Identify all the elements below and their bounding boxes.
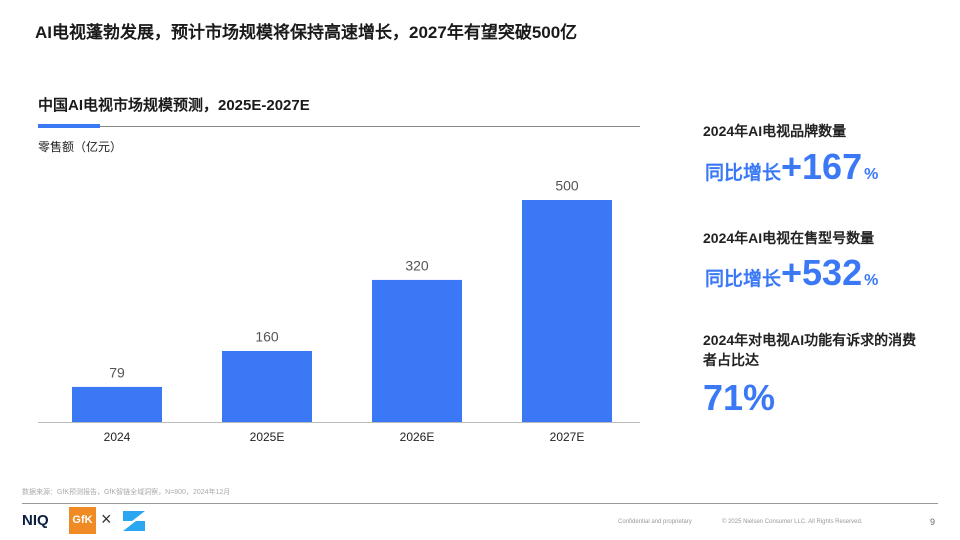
stat-label: 2024年AI电视在售型号数量 — [703, 230, 875, 246]
page-number: 9 — [930, 517, 936, 527]
slide-title: AI电视蓬勃发展，预计市场规模将保持高速增长，2027年有望突破500亿 — [35, 23, 578, 42]
bar — [372, 279, 462, 422]
stat-prefix: 同比增长 — [705, 163, 782, 184]
stat-value: 71% — [703, 377, 776, 418]
stat-label: 2024年对电视AI功能有诉求的消费者占比达 — [703, 332, 917, 368]
chart-title: 中国AI电视市场规模预测，2025E-2027E — [38, 96, 310, 114]
bar — [72, 386, 162, 422]
y-axis-label: 零售额（亿元） — [38, 139, 122, 154]
value-label: 500 — [555, 178, 579, 194]
x-tick-label: 2026E — [400, 430, 435, 444]
stat-label: 2024年AI电视品牌数量 — [703, 123, 847, 139]
x-tick-label: 2025E — [250, 430, 285, 444]
bar — [522, 200, 612, 422]
source-note: 数据来源：GfK预测报告，GfK智链全域洞察，N=800，2024年12月 — [22, 489, 231, 496]
stat-value: +167 — [781, 146, 863, 187]
footer-rule — [22, 503, 938, 504]
bar — [222, 350, 312, 422]
partner-logo — [123, 511, 145, 531]
times-sign: × — [101, 509, 112, 529]
stat-row: 同比增长 +167 % — [705, 146, 878, 190]
gfk-logo: GfK — [69, 507, 96, 534]
stat-row: 同比增长 +532 % — [705, 252, 878, 296]
niq-logo: NIQ — [22, 512, 49, 529]
stat-unit: % — [864, 166, 879, 183]
value-label: 160 — [255, 329, 279, 345]
stat-value: +532 — [781, 252, 863, 293]
x-tick-label: 2024 — [104, 430, 131, 444]
stat-prefix: 同比增长 — [705, 269, 782, 290]
stat-unit: % — [864, 272, 879, 289]
value-label: 79 — [109, 365, 125, 381]
confidential: Confidential and proprietary — [618, 519, 692, 525]
copyright: © 2025 Nielsen Consumer LLC. All Rights … — [722, 519, 863, 525]
title-accent — [38, 124, 100, 128]
value-label: 320 — [405, 258, 429, 274]
x-tick-label: 2027E — [550, 430, 585, 444]
chart: 中国AI电视市场规模预测，2025E-2027E 零售额（亿元） 2024 79 2… — [38, 96, 640, 444]
